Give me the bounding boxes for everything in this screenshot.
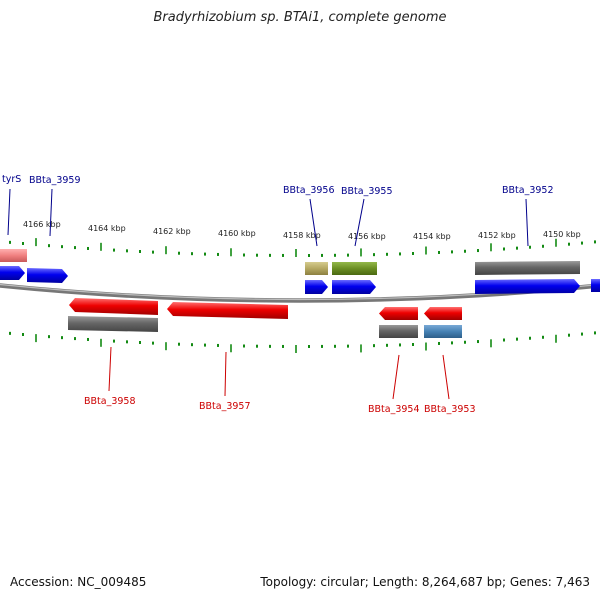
- scale-ticks-top: [9, 238, 596, 257]
- feature-gray-block-left[interactable]: [68, 316, 158, 332]
- gene-label-bbta-3956[interactable]: BBta_3956: [283, 185, 335, 196]
- leader-bbta-3953: [442, 354, 450, 400]
- leader-bbta-3954: [392, 354, 400, 400]
- gene-label-bbta-3957[interactable]: BBta_3957: [199, 401, 251, 412]
- leader-bbta-3957: [224, 351, 227, 397]
- gene-bbta-3958[interactable]: [69, 298, 158, 315]
- gene-forward-right-edge[interactable]: [591, 279, 600, 292]
- gene-label-bbta-3953[interactable]: BBta_3953: [424, 404, 476, 415]
- feature-steelblue-block[interactable]: [424, 325, 462, 338]
- feature-olive-block[interactable]: [332, 262, 377, 275]
- feature-khaki-block[interactable]: [305, 262, 328, 275]
- gene-bbta-3953[interactable]: [424, 307, 462, 320]
- gene-label-tyrS[interactable]: tyrS: [2, 174, 21, 185]
- leader-bbta-3956: [309, 198, 318, 247]
- kbp-label: 4156 kbp: [348, 232, 386, 241]
- gene-label-leaders: [7, 188, 529, 400]
- accession-label: Accession: NC_009485: [10, 575, 147, 589]
- gene-bbta-3957[interactable]: [167, 302, 288, 319]
- gene-label-bbta-3954[interactable]: BBta_3954: [368, 404, 420, 415]
- gene-bbta-3959[interactable]: [27, 268, 68, 283]
- kbp-label: 4160 kbp: [218, 229, 256, 238]
- forward-strand-features[interactable]: [0, 249, 600, 294]
- gene-label-bbta-3958[interactable]: BBta_3958: [84, 396, 136, 407]
- gene-bbta-3954[interactable]: [379, 307, 418, 320]
- gene-label-bbta-3952[interactable]: BBta_3952: [502, 185, 554, 196]
- gene-labels: tyrS BBta_3959 BBta_3956 BBta_3955 BBta_…: [2, 174, 554, 415]
- kbp-label: 4154 kbp: [413, 232, 451, 241]
- kbp-scale-labels: 4166 kbp 4164 kbp 4162 kbp 4160 kbp 4158…: [23, 220, 581, 241]
- kbp-label: 4158 kbp: [283, 231, 321, 240]
- gene-label-bbta-3955[interactable]: BBta_3955: [341, 186, 393, 197]
- kbp-label: 4152 kbp: [478, 231, 516, 240]
- kbp-label: 4162 kbp: [153, 227, 191, 236]
- gene-tyrS[interactable]: [0, 249, 27, 262]
- leader-bbta-3959: [49, 188, 53, 237]
- feature-gray-block-right[interactable]: [475, 261, 580, 275]
- leader-bbta-3955: [354, 198, 365, 247]
- kbp-label: 4150 kbp: [543, 230, 581, 239]
- map-title: Bradyrhizobium sp. BTAi1, complete genom…: [153, 10, 447, 25]
- leader-bbta-3958: [108, 346, 112, 392]
- leader-tyrS: [7, 188, 11, 236]
- gene-bbta-3952[interactable]: [475, 279, 580, 294]
- scale-ticks-bottom: [9, 331, 596, 353]
- genome-stats-label: Topology: circular; Length: 8,264,687 bp…: [260, 575, 590, 589]
- kbp-label: 4164 kbp: [88, 224, 126, 233]
- kbp-label: 4166 kbp: [23, 220, 61, 229]
- feature-gray-block-mid[interactable]: [379, 325, 418, 338]
- gene-bbta-3956[interactable]: [305, 280, 328, 294]
- gene-forward-left-edge[interactable]: [0, 266, 25, 280]
- reverse-strand-features[interactable]: [68, 298, 462, 338]
- leader-bbta-3952: [525, 198, 529, 247]
- gene-bbta-3955[interactable]: [332, 280, 376, 294]
- gene-label-bbta-3959[interactable]: BBta_3959: [29, 175, 81, 186]
